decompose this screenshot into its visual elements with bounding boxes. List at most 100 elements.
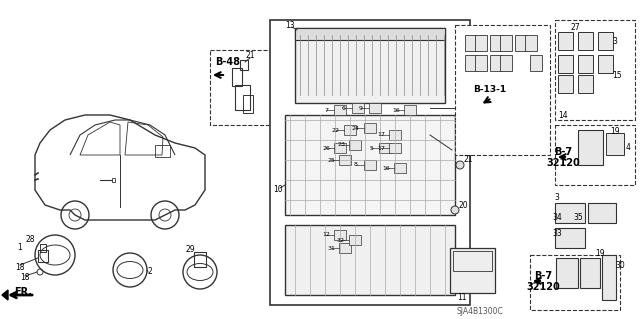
Bar: [500, 55, 512, 71]
Bar: [578, 32, 593, 50]
Text: 16: 16: [392, 108, 400, 113]
Bar: [404, 105, 416, 115]
Text: 21: 21: [463, 155, 473, 165]
Text: 27: 27: [570, 24, 580, 33]
Circle shape: [456, 161, 464, 169]
Bar: [243, 95, 253, 113]
Bar: [598, 32, 613, 50]
Text: 32120: 32120: [546, 158, 580, 168]
Text: B-48: B-48: [216, 57, 241, 67]
Bar: [352, 103, 364, 113]
Text: 35: 35: [573, 213, 583, 222]
Text: 7: 7: [324, 108, 328, 113]
Bar: [555, 20, 635, 120]
Bar: [369, 103, 381, 113]
Bar: [285, 115, 455, 215]
Bar: [334, 143, 346, 153]
Text: 23: 23: [337, 143, 345, 147]
Bar: [232, 68, 242, 86]
Bar: [465, 35, 477, 51]
Text: B-7: B-7: [534, 271, 552, 281]
Bar: [453, 251, 492, 271]
Text: 1: 1: [18, 243, 22, 253]
Bar: [556, 258, 578, 288]
Text: 6: 6: [342, 106, 346, 110]
Bar: [344, 125, 356, 135]
Text: 26: 26: [322, 145, 330, 151]
Bar: [364, 123, 376, 133]
Text: 5: 5: [369, 145, 373, 151]
Text: 18: 18: [15, 263, 25, 272]
Bar: [555, 125, 635, 185]
Text: 17: 17: [377, 145, 385, 151]
Bar: [525, 35, 537, 51]
Text: 12: 12: [322, 233, 330, 238]
Bar: [194, 252, 206, 267]
Bar: [475, 55, 487, 71]
Bar: [112, 178, 115, 182]
Circle shape: [451, 206, 459, 214]
Bar: [455, 25, 550, 155]
Text: B-7: B-7: [554, 147, 572, 157]
Bar: [515, 35, 527, 51]
Bar: [339, 243, 351, 253]
Text: 32: 32: [337, 238, 345, 242]
Bar: [379, 143, 391, 153]
Bar: [530, 55, 542, 71]
Bar: [270, 20, 470, 305]
Bar: [349, 140, 361, 150]
Text: 25: 25: [327, 158, 335, 162]
Text: 28: 28: [25, 235, 35, 244]
Bar: [40, 244, 46, 252]
Bar: [339, 155, 351, 165]
Bar: [389, 130, 401, 140]
Bar: [500, 35, 512, 51]
Text: 18: 18: [20, 273, 29, 283]
Bar: [530, 255, 620, 310]
Bar: [155, 145, 170, 157]
Text: 3: 3: [555, 194, 559, 203]
Text: 21: 21: [245, 50, 255, 60]
Bar: [295, 28, 445, 40]
Bar: [334, 230, 346, 240]
Bar: [285, 225, 455, 295]
Bar: [450, 248, 495, 293]
Text: 22: 22: [332, 128, 340, 132]
Text: 8: 8: [354, 162, 358, 167]
Text: 11: 11: [457, 293, 467, 302]
Text: 16: 16: [382, 166, 390, 170]
Bar: [364, 160, 376, 170]
Text: 13: 13: [285, 20, 295, 29]
Text: 2: 2: [148, 268, 152, 277]
Bar: [606, 133, 624, 155]
Bar: [558, 55, 573, 73]
Bar: [235, 85, 250, 110]
Text: 17: 17: [377, 132, 385, 137]
Text: 31: 31: [327, 246, 335, 250]
Bar: [38, 250, 48, 262]
Bar: [602, 255, 616, 300]
Bar: [295, 28, 445, 103]
Text: 15: 15: [612, 70, 622, 79]
Bar: [490, 55, 502, 71]
Text: 19: 19: [610, 128, 620, 137]
Text: 9: 9: [359, 106, 363, 110]
Text: 14: 14: [558, 110, 568, 120]
Bar: [598, 55, 613, 73]
Polygon shape: [2, 290, 8, 300]
Text: B-13-1: B-13-1: [474, 85, 507, 94]
Bar: [558, 32, 573, 50]
Text: 3: 3: [612, 38, 618, 47]
Bar: [555, 228, 585, 248]
Bar: [475, 35, 487, 51]
Text: 29: 29: [185, 246, 195, 255]
Bar: [578, 130, 603, 165]
Text: 33: 33: [552, 228, 562, 238]
Bar: [349, 235, 361, 245]
Text: 4: 4: [625, 144, 630, 152]
Bar: [394, 163, 406, 173]
Bar: [558, 75, 573, 93]
Bar: [210, 50, 270, 125]
Bar: [555, 203, 585, 223]
Text: 34: 34: [552, 213, 562, 222]
